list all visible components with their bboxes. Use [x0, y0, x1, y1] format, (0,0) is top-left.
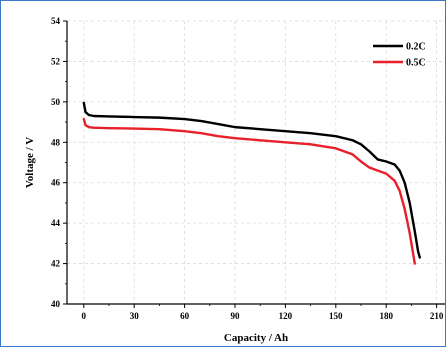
y-tick-label-0: 40: [51, 299, 61, 309]
grid-layer: [67, 20, 445, 305]
x-tick-label-2: 60: [180, 311, 190, 321]
series-line-1: [82, 117, 416, 265]
axes-layer: 0 30 60 90 120 150 180 210 40 42 44 46 48 50 52 54: [51, 16, 445, 321]
y-tick-label-2: 44: [51, 218, 61, 228]
legend-label-0: 0.2C: [406, 42, 426, 53]
legend: 0.2C 0.5C: [373, 42, 426, 69]
series-line-0: [82, 101, 421, 259]
y-tick-label-7: 54: [51, 16, 61, 26]
y-tick-label-4: 48: [51, 137, 61, 147]
x-tick-label-7: 210: [430, 311, 444, 321]
legend-label-1: 0.5C: [406, 58, 426, 69]
y-tick-label-5: 50: [51, 97, 61, 107]
x-tick-label-3: 90: [231, 311, 241, 321]
x-tick-label-0: 0: [82, 311, 87, 321]
y-tick-label-6: 52: [51, 56, 61, 66]
series-layer: [82, 101, 421, 265]
y-tick-label-1: 42: [51, 259, 61, 269]
x-axis-title: Capacity / Ah: [224, 332, 288, 344]
y-axis-title: Voltage / V: [24, 137, 36, 188]
x-tick-label-5: 150: [329, 311, 343, 321]
y-tick-label-3: 46: [51, 178, 61, 188]
x-tick-label-1: 30: [130, 311, 140, 321]
x-tick-label-6: 180: [379, 311, 393, 321]
x-tick-label-4: 120: [279, 311, 293, 321]
